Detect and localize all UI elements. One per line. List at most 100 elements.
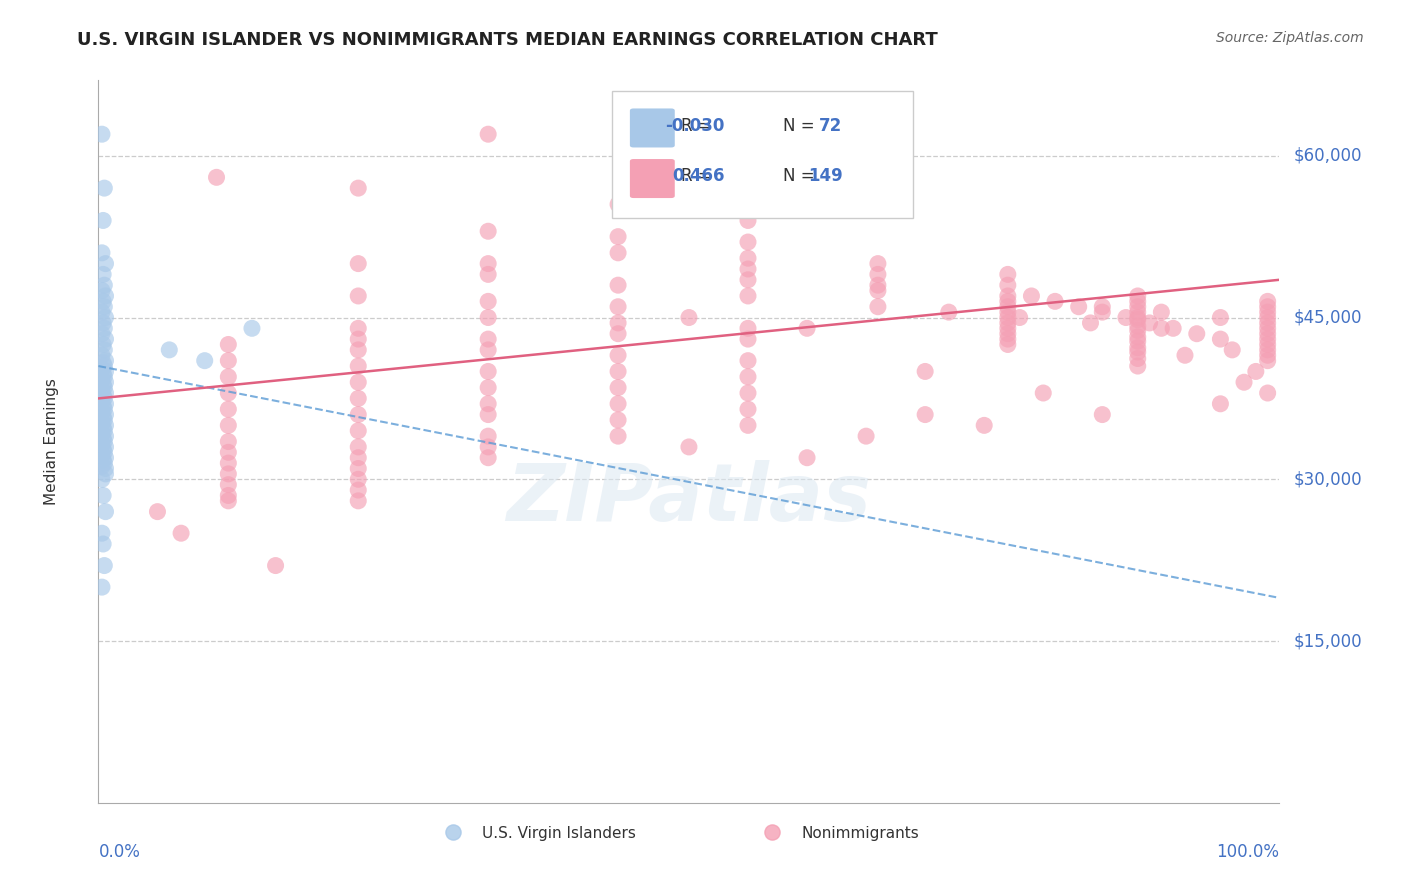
Point bbox=[94, 505, 117, 519]
Text: $45,000: $45,000 bbox=[1294, 309, 1362, 326]
Point bbox=[607, 397, 630, 411]
Point bbox=[1257, 353, 1279, 368]
Point bbox=[1126, 351, 1149, 366]
Point bbox=[91, 245, 114, 260]
Point bbox=[477, 332, 499, 346]
Point bbox=[1161, 321, 1184, 335]
Point bbox=[1257, 321, 1279, 335]
Point bbox=[91, 431, 114, 445]
Point bbox=[91, 472, 114, 486]
Point bbox=[94, 310, 117, 325]
Point bbox=[866, 268, 889, 282]
Point bbox=[93, 278, 115, 293]
Point bbox=[93, 343, 115, 357]
Point bbox=[91, 405, 114, 419]
Point bbox=[607, 229, 630, 244]
Point bbox=[347, 450, 370, 465]
Point bbox=[477, 397, 499, 411]
Point bbox=[93, 424, 115, 438]
Point bbox=[1257, 337, 1279, 351]
Point bbox=[866, 284, 889, 298]
Point bbox=[678, 440, 700, 454]
Point bbox=[477, 450, 499, 465]
Point bbox=[607, 348, 630, 362]
Point bbox=[737, 213, 759, 227]
Point bbox=[91, 213, 114, 227]
Point bbox=[146, 505, 169, 519]
Point bbox=[997, 278, 1019, 293]
Point bbox=[93, 359, 115, 373]
Point bbox=[866, 257, 889, 271]
Point bbox=[1150, 305, 1173, 319]
Point bbox=[94, 408, 117, 422]
Text: Source: ZipAtlas.com: Source: ZipAtlas.com bbox=[1216, 31, 1364, 45]
Point bbox=[607, 300, 630, 314]
Point bbox=[1257, 386, 1279, 401]
Point bbox=[94, 429, 117, 443]
Point bbox=[91, 394, 114, 409]
Point bbox=[1032, 386, 1054, 401]
Point bbox=[94, 289, 117, 303]
Point bbox=[997, 310, 1019, 325]
Text: 0.0%: 0.0% bbox=[98, 843, 141, 861]
Point bbox=[607, 197, 630, 211]
Point bbox=[441, 796, 464, 810]
Point bbox=[997, 294, 1019, 309]
Text: $15,000: $15,000 bbox=[1294, 632, 1362, 650]
Point bbox=[477, 257, 499, 271]
Point bbox=[1185, 326, 1208, 341]
Point bbox=[1067, 300, 1090, 314]
Point bbox=[997, 321, 1019, 335]
Point bbox=[91, 305, 114, 319]
Point bbox=[796, 321, 818, 335]
Point bbox=[1220, 343, 1243, 357]
Point bbox=[1126, 305, 1149, 319]
Point bbox=[1139, 316, 1161, 330]
Point bbox=[866, 300, 889, 314]
Point bbox=[217, 434, 239, 449]
Point bbox=[938, 305, 960, 319]
Point bbox=[91, 348, 114, 362]
Point bbox=[347, 257, 370, 271]
Point bbox=[1126, 341, 1149, 355]
Point bbox=[477, 127, 499, 141]
Point bbox=[347, 493, 370, 508]
Point bbox=[737, 262, 759, 277]
Point bbox=[1126, 319, 1149, 334]
Point bbox=[93, 558, 115, 573]
Point bbox=[997, 289, 1019, 303]
Point bbox=[1091, 408, 1114, 422]
Point bbox=[477, 268, 499, 282]
Point bbox=[91, 284, 114, 298]
Point bbox=[217, 477, 239, 491]
FancyBboxPatch shape bbox=[612, 91, 914, 218]
Point bbox=[93, 181, 115, 195]
Point bbox=[737, 251, 759, 265]
Point bbox=[93, 445, 115, 459]
Point bbox=[91, 388, 114, 402]
Point bbox=[91, 294, 114, 309]
Point bbox=[1126, 312, 1149, 326]
Point bbox=[91, 449, 114, 463]
Text: R =: R = bbox=[681, 168, 711, 186]
Point bbox=[91, 438, 114, 452]
Point bbox=[737, 369, 759, 384]
Point bbox=[347, 424, 370, 438]
Point bbox=[973, 418, 995, 433]
Text: U.S. Virgin Islanders: U.S. Virgin Islanders bbox=[482, 826, 636, 841]
Point bbox=[1043, 294, 1066, 309]
Point bbox=[94, 418, 117, 433]
Point bbox=[94, 376, 117, 390]
Point bbox=[997, 268, 1019, 282]
Point bbox=[91, 337, 114, 351]
Text: ZIPatlas: ZIPatlas bbox=[506, 460, 872, 539]
Point bbox=[347, 408, 370, 422]
Point bbox=[737, 289, 759, 303]
Point bbox=[737, 235, 759, 249]
Point bbox=[1115, 310, 1137, 325]
Point bbox=[1209, 397, 1232, 411]
Point bbox=[477, 381, 499, 395]
Point bbox=[347, 343, 370, 357]
Point bbox=[91, 488, 114, 502]
Point bbox=[1244, 364, 1267, 378]
